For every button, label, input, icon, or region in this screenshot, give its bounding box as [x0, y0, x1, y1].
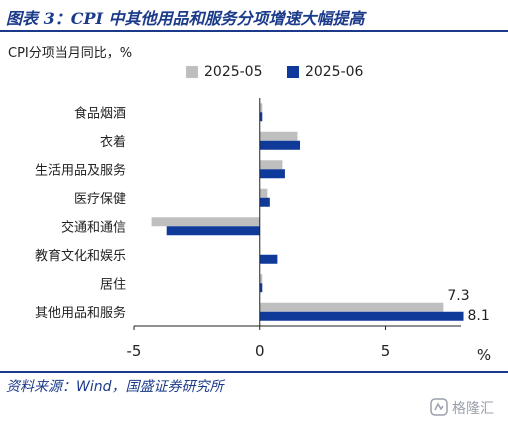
legend-label-2025-06: 2025-06	[304, 64, 364, 80]
legend-label-2025-05: 2025-05	[204, 64, 263, 80]
legend: 2025-05 2025-06	[186, 64, 383, 82]
bar-2025-06-5	[259, 254, 278, 264]
bar-2025-05-6	[259, 274, 263, 284]
x-axis-unit-label: %	[477, 346, 491, 364]
x-tick-label-2: 5	[381, 342, 391, 360]
bar-2025-05-0	[259, 103, 263, 113]
watermark-text: 格隆汇	[452, 401, 494, 417]
legend-item-2025-06: 2025-06	[286, 64, 364, 80]
bar-2025-06-0	[259, 112, 263, 122]
category-label-6: 居住	[100, 277, 126, 292]
bar-2025-05-1	[259, 131, 298, 141]
title-divider	[0, 30, 508, 32]
category-label-5: 教育文化和娱乐	[35, 248, 126, 264]
bar-2025-06-7	[259, 311, 464, 321]
legend-item-2025-05: 2025-05	[186, 64, 263, 80]
legend-swatch-2025-05	[186, 66, 198, 78]
bar-2025-06-6	[259, 283, 263, 293]
bar-2025-06-3	[259, 197, 270, 207]
bar-2025-05-7	[259, 302, 444, 312]
bar-2025-06-1	[259, 140, 301, 150]
data-label-2025-05: 7.3	[447, 288, 469, 304]
chart-title: 图表 3：CPI 中其他用品和服务分项增速大幅提高	[6, 9, 365, 28]
footer-divider	[0, 371, 508, 373]
bar-2025-06-2	[259, 169, 285, 179]
bar-2025-06-4	[166, 226, 260, 236]
watermark-logo-icon	[430, 398, 448, 416]
x-tick-label-0: -5	[127, 342, 142, 360]
category-label-4: 交通和通信	[61, 219, 126, 235]
watermark: 格隆汇	[430, 396, 506, 420]
x-tick-label-1: 0	[255, 342, 265, 360]
category-label-7: 其他用品和服务	[35, 305, 126, 321]
bar-2025-05-2	[259, 160, 283, 170]
bar-2025-05-4	[151, 217, 260, 227]
legend-swatch-2025-06	[286, 66, 299, 78]
category-label-3: 医疗保健	[74, 192, 126, 207]
chart-title-bar: 图表 3：CPI 中其他用品和服务分项增速大幅提高	[0, 2, 508, 28]
category-label-0: 食品烟酒	[74, 105, 126, 121]
bar-2025-05-3	[259, 188, 268, 198]
data-label-2025-06: 8.1	[468, 308, 490, 324]
source-note: 资料来源：Wind，国盛证券研究所	[6, 379, 224, 395]
category-label-2: 生活用品及服务	[35, 162, 126, 178]
unit-label: CPI分项当月同比，%	[8, 46, 133, 61]
category-label-1: 衣着	[100, 134, 126, 150]
